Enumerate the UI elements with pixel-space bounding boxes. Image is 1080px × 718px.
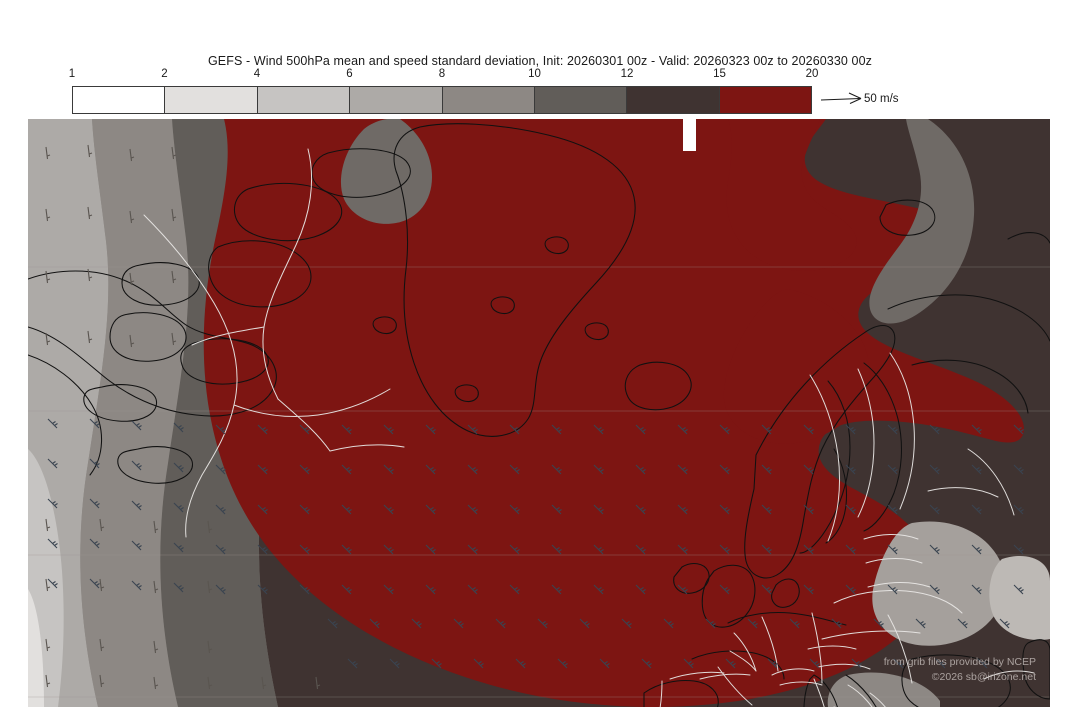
colorbar-segment-12-15 [626,87,719,113]
colorbar-tick-1: 1 [68,68,76,80]
colorbar-ticks: 1 2 4 6 8 10 12 15 20 [68,66,819,82]
map-canvas[interactable]: from grib files provided by NCEP ©2026 s… [28,119,1050,707]
colorbar-tick-20: 20 [805,68,819,80]
colorbar-segment-6-8 [349,87,442,113]
map-svg [28,119,1050,707]
shade-lobe-baltic [723,289,870,444]
colorbar-tick-15: 15 [713,68,726,80]
colorbar-tick-8: 8 [438,68,446,80]
shade-band-2-4 [28,589,44,707]
shade-patch-greenland-east [869,119,975,324]
colorbar-segment-4-6 [256,87,350,113]
shade-lobe-barents [726,119,857,271]
gridlines [28,266,1050,698]
shade-band-8-10 [28,119,189,707]
colorbar-tick-10: 10 [528,68,541,80]
shade-patch-caspian-grey [989,555,1050,641]
wind-vector-legend: 50 m/s [820,88,1020,112]
colorbar-segment-2-4 [164,87,257,113]
page-title: GEFS - Wind 500hPa mean and speed standa… [207,54,872,68]
shade-notch-white [683,119,696,151]
colorbar-tick-2: 2 [161,68,168,80]
colorbar-segment-8-10 [441,87,534,113]
country-borders [143,148,1035,707]
colorbar-segment-10-12 [533,87,627,113]
colorbar-tick-6: 6 [346,68,353,80]
colorbar-tick-4: 4 [253,68,261,80]
colorbar-segment-15-20 [718,87,811,113]
shade-patch-east-grey [872,521,1006,646]
wind-vector-arrow-icon [820,92,862,104]
colorbar-tick-12: 12 [620,68,634,80]
coastlines [28,123,1050,707]
colorbar: 1 2 4 6 8 10 12 15 20 [69,68,818,114]
colorbar-segments [72,86,812,114]
wind-vector-legend-label: 50 m/s [864,93,899,105]
colorbar-segment-1-2 [73,87,165,113]
